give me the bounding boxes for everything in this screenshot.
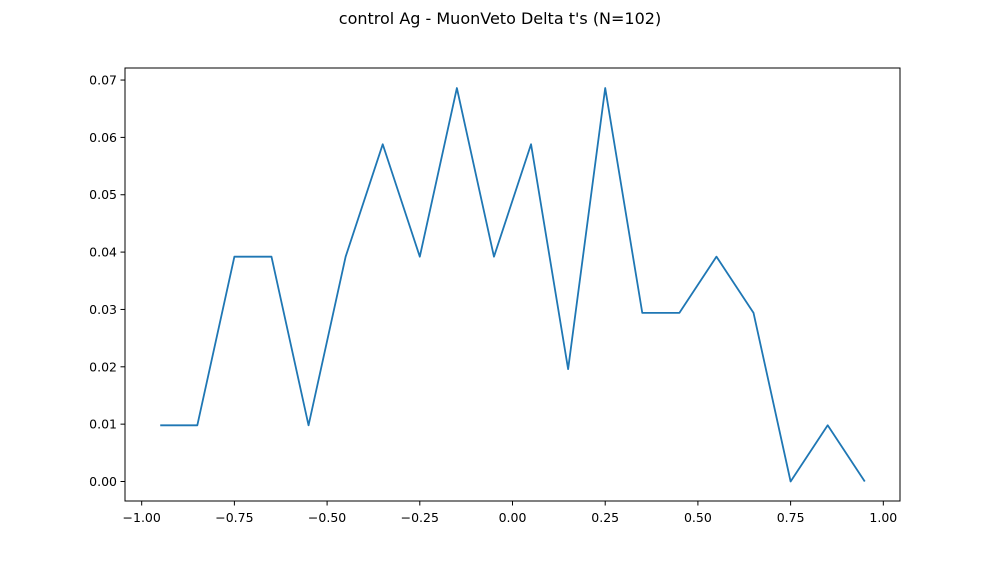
y-tick-label: 0.05 — [89, 187, 117, 202]
y-tick-label: 0.03 — [89, 302, 117, 317]
y-tick-label: 0.02 — [89, 359, 117, 374]
x-tick-label: 1.00 — [869, 510, 897, 525]
y-tick-label: 0.01 — [89, 417, 117, 432]
x-tick-label: 0.25 — [591, 510, 619, 525]
series-line — [160, 87, 866, 483]
x-tick-label: 0.75 — [777, 510, 805, 525]
y-tick-label: 0.07 — [89, 73, 117, 88]
x-tick-label: −0.50 — [308, 510, 346, 525]
axes-frame — [124, 67, 901, 502]
x-tick-label: −1.00 — [123, 510, 161, 525]
plot-area: −1.00 −0.75 −0.50 −0.25 0.00 0.25 0.50 0.75 1.00… — [89, 67, 901, 525]
y-tick-label: 0.06 — [89, 130, 117, 145]
x-tick-label: −0.25 — [401, 510, 439, 525]
y-tick-label: 0.04 — [89, 245, 117, 260]
y-tick-label: 0.00 — [89, 474, 117, 489]
x-tick-label: −0.75 — [215, 510, 253, 525]
chart-title: control Ag - MuonVeto Delta t's (N=102) — [339, 9, 661, 28]
x-tick-label: 0.00 — [499, 510, 527, 525]
x-tick-label: 0.50 — [684, 510, 712, 525]
